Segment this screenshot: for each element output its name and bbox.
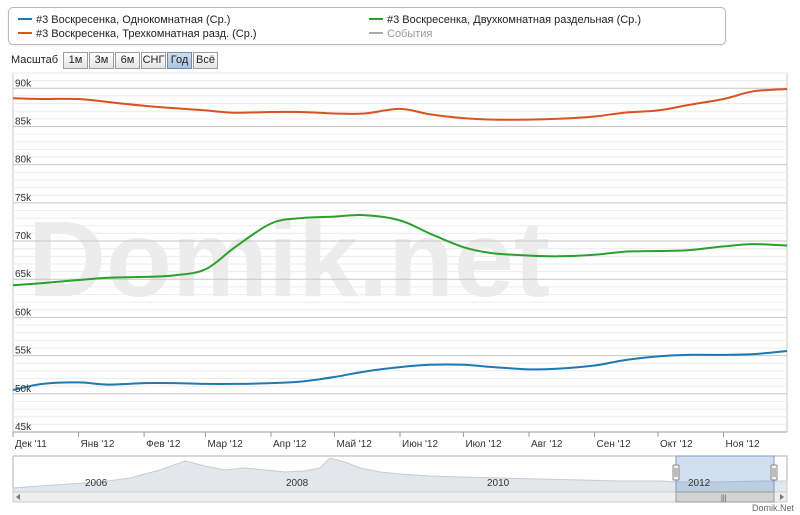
- scrollbar-track[interactable]: [12, 491, 788, 503]
- x-tick-label: Мар '12: [207, 439, 243, 450]
- legend: #3 Воскресенка, Однокомнатная (Ср.) #3 В…: [8, 7, 726, 45]
- y-tick-label: 85k: [15, 116, 32, 127]
- zoom-button-3m[interactable]: 3м: [89, 52, 114, 69]
- x-tick-label: Апр '12: [273, 439, 307, 450]
- navigator-year-label: 2012: [688, 478, 711, 489]
- series-layer: [12, 88, 788, 391]
- plot-area: [12, 72, 788, 433]
- navigator[interactable]: 2006 2008 2010 2012 |||: [12, 455, 788, 503]
- plot-frame: [12, 72, 788, 433]
- x-tick-label: Янв '12: [81, 439, 115, 450]
- zoom-button-all[interactable]: Всё: [193, 52, 218, 69]
- zoom-button-year[interactable]: Год: [167, 52, 192, 69]
- scrollbar-grip: |||: [721, 495, 727, 502]
- series-line-three-room[interactable]: [12, 88, 788, 121]
- y-tick-label: 75k: [15, 193, 32, 204]
- series-line-one-room[interactable]: [12, 350, 788, 391]
- scroll-right-arrow-icon[interactable]: [780, 494, 784, 500]
- x-tick-label: Май '12: [336, 439, 372, 450]
- y-tick-label: 60k: [15, 307, 32, 318]
- y-tick-label: 55k: [15, 346, 32, 357]
- x-axis: Дек '11 Янв '12 Фев '12 Мар '12 Апр '12 Май '…: [12, 431, 787, 450]
- y-tick-label: 45k: [15, 422, 32, 433]
- navigator-series: [12, 457, 788, 493]
- legend-swatch: [369, 18, 383, 21]
- legend-item-two-room[interactable]: #3 Воскресенка, Двухкомнатная раздельная…: [369, 13, 641, 27]
- y-tick-label: 90k: [15, 78, 32, 89]
- legend-swatch: [18, 32, 32, 35]
- legend-label: #3 Воскресенка, Однокомнатная (Ср.): [36, 14, 231, 26]
- x-tick-label: Авг '12: [531, 439, 563, 450]
- navigator-handle-right[interactable]: [770, 464, 778, 481]
- navigator-year-label: 2006: [85, 478, 108, 489]
- legend-label: #3 Воскресенка, Трехкомнатная разд. (Ср.…: [36, 28, 257, 40]
- legend-item-one-room[interactable]: #3 Воскресенка, Однокомнатная (Ср.): [18, 13, 230, 27]
- x-tick-label: Ноя '12: [726, 439, 760, 450]
- scrollbar-thumb[interactable]: [675, 491, 775, 503]
- y-tick-label: 70k: [15, 231, 32, 242]
- navigator-year-label: 2010: [487, 478, 510, 489]
- y-tick-label: 80k: [15, 155, 32, 166]
- x-tick-label: Окт '12: [660, 439, 693, 450]
- y-axis: 45k 50k 55k 60k 65k 70k 75k 80k 85k 90k: [15, 78, 32, 433]
- zoom-button-6m[interactable]: 6м: [115, 52, 140, 69]
- navigator-handle-left[interactable]: [672, 464, 680, 481]
- y-tick-label: 50k: [15, 384, 32, 395]
- credit-label: Domik.Net: [751, 503, 794, 513]
- series-line-two-room[interactable]: [12, 213, 788, 287]
- legend-item-three-room[interactable]: #3 Воскресенка, Трехкомнатная разд. (Ср.…: [18, 27, 257, 41]
- x-tick-label: Фев '12: [146, 439, 181, 450]
- legend-swatch: [369, 32, 383, 35]
- zoom-label: Масштаб: [11, 54, 59, 66]
- legend-label: События: [387, 28, 433, 40]
- legend-swatch: [18, 18, 32, 21]
- x-tick-label: Июл '12: [465, 439, 502, 450]
- x-tick-label: Дек '11: [15, 439, 47, 450]
- scroll-left-arrow-icon[interactable]: [16, 494, 20, 500]
- y-tick-label: 65k: [15, 269, 32, 280]
- navigator-year-label: 2008: [286, 478, 309, 489]
- watermark: Domik.net: [28, 198, 550, 319]
- x-tick-label: Сен '12: [597, 439, 632, 450]
- legend-label: #3 Воскресенка, Двухкомнатная раздельная…: [387, 14, 642, 26]
- zoom-button-ytd[interactable]: СНГ: [141, 52, 166, 69]
- legend-item-events[interactable]: События: [369, 27, 432, 41]
- zoom-button-1m[interactable]: 1м: [63, 52, 88, 69]
- x-tick-label: Июн '12: [402, 439, 438, 450]
